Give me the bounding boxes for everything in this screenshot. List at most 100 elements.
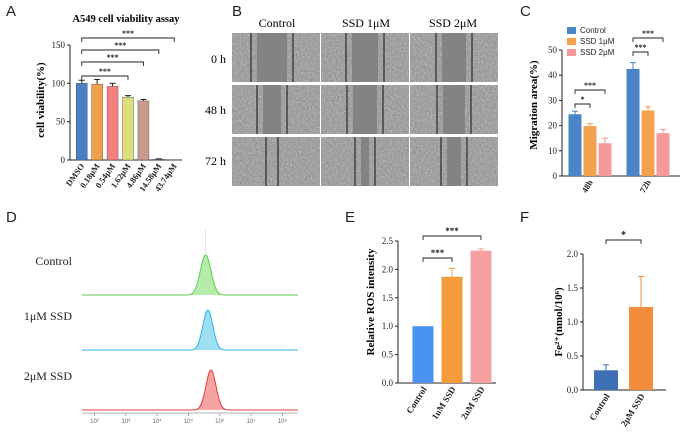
panel-letter-c: C: [520, 3, 531, 20]
panel-c-legend-swatch: [567, 49, 576, 56]
panel-d-row-label: 1μM SSD: [24, 309, 72, 323]
panel-c-x-tick-label: 48h: [579, 178, 594, 195]
panel-c-significance-bracket: [632, 51, 649, 56]
panel-e-y-tick-label: 1.5: [382, 293, 394, 303]
panel-f-significance-bracket-label: *: [621, 230, 626, 241]
panel-e-y-tick-label: 1.0: [382, 321, 394, 331]
panel-d-x-tick-label: 10²: [90, 419, 99, 425]
micrograph-scratch-gap: [263, 85, 281, 134]
panel-d-row-label: Control: [35, 254, 72, 268]
panel-c-legend-label: SSD 1μM: [580, 37, 615, 46]
panel-d-x-tick-label: 10⁷: [247, 418, 256, 425]
panel-e-x-tick-label: Control: [404, 384, 429, 415]
panel-c-bar: [598, 143, 612, 176]
panel-f-ylabel: Fe²⁺(nmol/10⁶): [553, 287, 565, 357]
panel-f-y-tick-label: 2.0: [567, 249, 579, 259]
panel-d-histogram-fill: [82, 255, 298, 295]
panel-c-significance-bracket-label: ***: [584, 81, 596, 90]
micrograph-scratch-gap: [361, 137, 369, 186]
panel-a-y-tick-label: 100: [52, 78, 66, 88]
panel-a-bar: [122, 96, 134, 161]
panel-f-x-tick-label: Control: [587, 391, 612, 422]
panel-b-microscopy-grid: Control SSD 1μM SSD 2μM 0 h 48 h 72 h: [205, 16, 498, 186]
panel-a-title: A549 cell viability assay: [72, 14, 180, 25]
micrograph-scratch-gap: [447, 137, 461, 186]
panel-e-y-tick-label: 0.5: [382, 350, 394, 360]
panel-f-chart: Fe²⁺(nmol/10⁶) 0.0 0.5 1.0 1.5 2.0 Control 2μ…: [553, 230, 666, 428]
panel-a-bar: [106, 86, 119, 161]
panel-d-histogram-line: [82, 254, 298, 296]
panel-c-legend-swatch: [567, 38, 576, 45]
panel-a-bar: [76, 83, 88, 161]
panel-a-significance-bracket-label: ***: [122, 29, 134, 38]
panel-f-significance-bracket: [605, 239, 642, 244]
panel-e-bar: [470, 250, 492, 383]
panel-d-x-tick-label: 10⁶: [215, 418, 225, 425]
panel-c-significance-bracket-label: ***: [642, 29, 654, 38]
panel-d-x-tick-label: 10⁵: [184, 418, 194, 425]
panel-b-row-label-48h: 48 h: [205, 103, 226, 117]
panel-f-y-tick-label: 1.0: [567, 317, 579, 327]
panel-d-x-tick-label: 10³: [121, 419, 130, 425]
panel-d-x-tick-label: 10⁸: [278, 418, 288, 425]
panel-e-significance-bracket-label: ***: [445, 226, 459, 236]
panel-e-x-tick-label: 2uM SSD: [459, 384, 487, 421]
panel-c-x-tick-label: 72h: [637, 178, 652, 195]
panel-a-significance-bracket-label: ***: [114, 41, 126, 50]
panel-c-y-tick-label: 0: [553, 171, 558, 181]
panel-e-y-tick-label: 2.0: [382, 264, 394, 274]
panel-c-y-tick-label: 50: [548, 45, 558, 55]
panel-d-histogram-line: [82, 369, 298, 411]
panel-e-y-tick-label: 0.0: [382, 378, 394, 388]
panel-c-significance-bracket-label: ***: [635, 43, 647, 52]
panel-a-y-tick-label: 0: [61, 155, 66, 165]
panel-c-y-tick-label: 20: [548, 121, 558, 131]
panel-a-chart: A549 cell viability assay cell viability…: [35, 14, 182, 193]
panel-b-col-label-ssd1: SSD 1μM: [342, 16, 390, 30]
panel-c-bar: [641, 110, 655, 176]
panel-c-y-tick-label: 10: [548, 146, 558, 156]
panel-c-significance-bracket: [574, 103, 591, 108]
panel-c-significance-bracket: [632, 37, 664, 42]
panel-b-col-label-ssd2: SSD 2μM: [429, 16, 477, 30]
panel-f-x-tick-label: 2μM SSD: [619, 391, 647, 428]
panel-a-significance-bracket: [81, 49, 160, 54]
panel-a-significance-bracket-label: ***: [99, 67, 111, 76]
micrograph-texture: [232, 137, 320, 186]
panel-c-legend-label: SSD 2μM: [580, 48, 615, 57]
panel-d-histogram-line: [82, 309, 298, 351]
panel-d-histogram-fill: [82, 310, 298, 350]
panel-a-bar: [137, 100, 150, 161]
panel-c-bar: [656, 133, 670, 176]
panel-a-y-tick-label: 50: [56, 117, 66, 127]
micrograph-scratch-gap: [442, 33, 466, 82]
panel-b-col-label-control: Control: [259, 16, 296, 30]
panel-a-significance-bracket: [81, 75, 129, 80]
panel-e-bar: [441, 276, 463, 383]
panel-a-bar: [168, 159, 180, 161]
panel-f-bar: [629, 307, 653, 390]
panel-c-bar: [626, 68, 640, 176]
panel-e-ylabel: Relative ROS intensity: [365, 248, 377, 355]
panel-letter-d: D: [6, 209, 17, 226]
panel-d-histogram-fill: [82, 370, 298, 410]
micrograph-scratch-gap: [353, 85, 377, 134]
panel-e-chart: Relative ROS intensity 0.0 0.5 1.0 1.5 2.0 2.…: [365, 226, 496, 421]
micrograph-scratch-gap: [443, 85, 465, 134]
panel-c-legend-label: Control: [580, 26, 606, 35]
panel-e-significance-bracket-label: ***: [431, 248, 445, 258]
panel-c-y-tick-label: 40: [548, 70, 558, 80]
panel-b-row-label-0h: 0 h: [211, 52, 226, 66]
panel-letter-f: F: [520, 209, 529, 226]
panel-c-significance-bracket-label: *: [581, 95, 585, 104]
panel-letter-b: B: [232, 3, 242, 20]
panel-e-x-tick-label: 1uM SSD: [430, 384, 458, 421]
panel-a-ylabel: cell viability(%): [35, 62, 47, 138]
panel-c-y-tick-label: 30: [548, 95, 558, 105]
panel-a-significance-bracket: [81, 61, 144, 66]
panel-c-significance-bracket: [574, 89, 606, 94]
panel-b-row-label-72h: 72 h: [205, 154, 226, 168]
panel-d-histograms: Control 1μM SSD 2μM SSD 10² 10³ 10⁴ 10⁵ 10⁶ 10⁷ 1…: [24, 230, 298, 425]
